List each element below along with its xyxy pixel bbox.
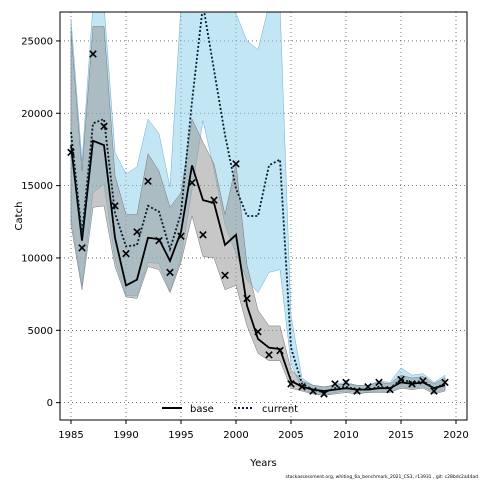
- legend-base-label: base: [190, 404, 214, 415]
- observed-point: [111, 202, 119, 210]
- observed-point: [166, 268, 174, 277]
- x-tick-label: 2000: [223, 430, 248, 441]
- observed-point: [122, 249, 130, 258]
- observed-points: [67, 50, 449, 398]
- y-tick-label: 15000: [21, 181, 53, 192]
- plot-frame: [59, 11, 468, 421]
- observed-point: [89, 50, 97, 58]
- observed-point: [408, 380, 416, 388]
- observed-point: [342, 378, 350, 387]
- y-tick-label: 25000: [21, 36, 53, 47]
- observed-point: [188, 178, 196, 187]
- observed-point: [364, 382, 372, 391]
- legend-current-label: current: [262, 404, 298, 415]
- observed-point: [386, 385, 394, 394]
- observed-point: [320, 390, 328, 398]
- observed-point: [100, 122, 108, 131]
- footnote: stockassessment.org, whiting_6a_benchmar…: [285, 474, 478, 480]
- observed-point: [67, 148, 75, 157]
- y-tick-label: 0: [47, 398, 53, 409]
- x-tick-label: 1995: [168, 430, 193, 441]
- observed-point: [133, 228, 141, 236]
- x-tick-label: 2010: [333, 430, 358, 441]
- observed-point: [78, 244, 86, 252]
- y-tick-label: 20000: [21, 109, 53, 120]
- base-series-line: [70, 139, 446, 392]
- observed-point: [276, 346, 284, 355]
- legend: base current: [162, 404, 298, 415]
- observed-point: [309, 387, 317, 395]
- observed-point: [353, 387, 361, 395]
- y-tick-label: 5000: [28, 326, 53, 337]
- base-confidence-band: [70, 26, 446, 396]
- x-tick-label: 2015: [388, 430, 413, 441]
- observed-point: [298, 382, 306, 391]
- observed-point: [177, 232, 185, 241]
- observed-point: [419, 377, 427, 385]
- confidence-bands: [70, 12, 446, 396]
- y-axis-title: Catch: [14, 202, 25, 231]
- observed-point: [375, 378, 383, 387]
- observed-point: [254, 327, 262, 336]
- observed-point: [430, 387, 438, 395]
- observed-point: [210, 196, 218, 204]
- x-tick-label: 2005: [278, 430, 303, 441]
- observed-point: [221, 271, 229, 280]
- x-tick-label: 1985: [58, 430, 83, 441]
- x-tick-label: 1990: [113, 430, 138, 441]
- observed-point: [232, 160, 240, 168]
- x-axis: 1985 1990 1995 2000 2005 2010 2015 2020: [58, 420, 469, 441]
- observed-point: [441, 378, 449, 387]
- observed-point: [144, 177, 152, 186]
- observed-point: [243, 294, 251, 303]
- y-tick-label: 10000: [21, 253, 53, 264]
- x-tick-label: 2020: [443, 430, 468, 441]
- observed-point: [331, 380, 339, 388]
- series-lines: [70, 12, 446, 394]
- observed-point: [155, 236, 163, 245]
- observed-point: [265, 351, 273, 359]
- y-axis: 0 5000 10000 15000 20000 25000: [21, 36, 60, 409]
- observed-point: [397, 375, 405, 384]
- x-axis-title: Years: [249, 458, 276, 469]
- observed-point: [287, 380, 295, 388]
- observed-point: [199, 231, 207, 239]
- current-series-line: [70, 12, 446, 394]
